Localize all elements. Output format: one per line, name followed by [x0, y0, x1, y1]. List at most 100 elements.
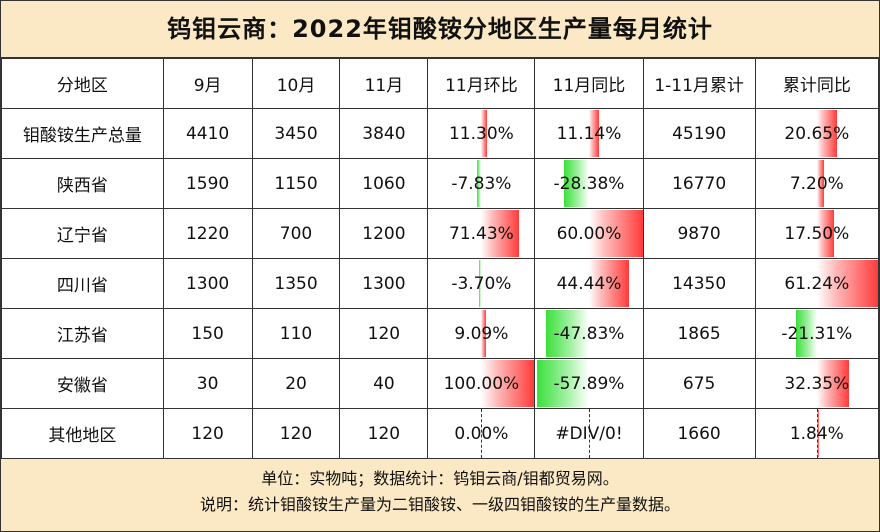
data-cell: 150	[162, 308, 253, 359]
cell-value: 1590	[185, 173, 230, 194]
data-cell: 11.30%	[427, 108, 536, 159]
data-cell: 1.84%	[754, 408, 880, 459]
positive-data-bar	[481, 110, 488, 157]
cell-value: -21.31%	[781, 323, 853, 344]
page-title: 钨钼云商：2022年钼酸铵分地区生产量每月统计	[1, 1, 879, 58]
data-cell: 1060	[339, 158, 429, 209]
column-header: 11月环比	[427, 58, 536, 109]
cell-value: 20.65%	[784, 123, 850, 144]
cell-value: 四川省	[56, 276, 108, 296]
region-cell: 钼酸铵生产总量	[1, 108, 164, 159]
data-cell: -28.38%	[534, 158, 644, 209]
cell-value: 120	[279, 423, 313, 444]
footer-notes: 单位：实物吨；数据统计：钨钼云商/钼都贸易网。 说明：统计钼酸铵生产量为二钼酸铵…	[1, 458, 879, 531]
negative-data-bar	[546, 310, 589, 357]
data-cell: 20.65%	[754, 108, 880, 159]
data-cell: 20	[251, 358, 341, 409]
data-cell: 1150	[251, 158, 341, 209]
column-header: 10月	[251, 58, 341, 109]
data-cell: 1300	[162, 258, 253, 309]
data-cell: 700	[251, 208, 341, 259]
negative-data-bar	[479, 260, 482, 307]
cell-value: 钼酸铵生产总量	[22, 126, 142, 146]
cell-value: 32.35%	[784, 373, 850, 394]
cell-value: 1060	[362, 173, 406, 194]
negative-data-bar	[795, 310, 817, 357]
cell-value: 11.14%	[556, 123, 622, 144]
data-cell: 1660	[642, 408, 756, 459]
data-table: 分地区 9月 10月 11月 11月环比 11月同比 1-11月累计 累计同比钼酸铵生产总量 4…	[1, 58, 880, 459]
table-row: 四川省 1300 1350 1300 -3.70% 44.44% 14350 61.24%	[1, 258, 880, 309]
data-cell: 0.00%	[427, 408, 536, 459]
region-cell: 其他地区	[1, 408, 164, 459]
data-cell: 1300	[339, 258, 429, 309]
cell-value: #DIV/0!	[555, 423, 623, 444]
table-row: 钼酸铵生产总量 4410 3450 3840 11.30% 11.14% 45190 20.6…	[1, 108, 880, 159]
data-cell: 1200	[339, 208, 429, 259]
data-cell: 71.43%	[427, 208, 536, 259]
cell-value: 1220	[185, 223, 230, 244]
cell-value: 11.30%	[448, 123, 514, 144]
cell-value: 150	[191, 323, 224, 344]
data-cell: 120	[251, 408, 341, 459]
data-cell: 17.50%	[754, 208, 880, 259]
cell-value: 60.00%	[556, 223, 622, 244]
data-cell: 1220	[162, 208, 253, 259]
cell-value: 71.43%	[448, 223, 514, 244]
data-cell: -3.70%	[427, 258, 536, 309]
data-cell: 44.44%	[534, 258, 644, 309]
region-cell: 四川省	[1, 258, 164, 309]
data-cell: 110	[251, 308, 341, 359]
cell-value: 陕西省	[56, 176, 108, 196]
positive-data-bar	[816, 210, 835, 257]
table-row: 陕西省 1590 1150 1060 -7.83% -28.38% 16770 7.20%	[1, 158, 880, 209]
cell-value: 0.00%	[454, 423, 509, 444]
data-cell: -57.89%	[534, 358, 644, 409]
data-cell: 4410	[162, 108, 253, 159]
column-header: 11月	[339, 58, 429, 109]
cell-value: 4410	[185, 123, 230, 144]
header-row: 分地区 9月 10月 11月 11月环比 11月同比 1-11月累计 累计同比	[1, 58, 880, 109]
column-header: 9月	[162, 58, 253, 109]
data-cell: 675	[642, 358, 756, 409]
data-cell: 120	[339, 408, 429, 459]
table-row: 辽宁省 1220 700 1200 71.43% 60.00% 9870 17.50%	[1, 208, 880, 259]
data-cell: 11.14%	[534, 108, 644, 159]
column-header: 11月同比	[534, 58, 644, 109]
cell-value: 20	[285, 373, 307, 394]
cell-value: 1865	[677, 323, 721, 344]
cell-value: 44.44%	[556, 273, 622, 294]
negative-data-bar	[477, 160, 482, 207]
cell-value: -7.83%	[451, 173, 512, 194]
data-cell: 32.35%	[754, 358, 880, 409]
footer-description-note: 说明：统计钼酸铵生产量为二钼酸铵、一级四钼酸铵的生产量数据。	[199, 495, 680, 514]
data-cell: -21.31%	[754, 308, 880, 359]
data-cell: -47.83%	[534, 308, 644, 359]
cell-value: 1660	[677, 423, 721, 444]
negative-data-bar	[563, 160, 589, 207]
cell-value: 3450	[274, 123, 318, 144]
cell-value: 1.84%	[789, 423, 844, 444]
data-cell: 60.00%	[534, 208, 644, 259]
region-cell: 陕西省	[1, 158, 164, 209]
cell-value: 江苏省	[56, 326, 108, 346]
data-cell: 3840	[339, 108, 429, 159]
cell-value: 16770	[672, 173, 727, 194]
table-row: 其他地区 120 120 120 0.00% #DIV/0! 1660 1.84%	[1, 408, 880, 459]
data-cell: -7.83%	[427, 158, 536, 209]
positive-data-bar	[481, 310, 487, 357]
cell-value: 17.50%	[784, 223, 850, 244]
cell-value: -47.83%	[553, 323, 625, 344]
cell-value: 40	[373, 373, 395, 394]
cell-value: 1300	[362, 273, 406, 294]
positive-data-bar	[588, 260, 629, 307]
data-cell: #DIV/0!	[534, 408, 644, 459]
table-row: 江苏省 150 110 120 9.09% -47.83% 1865 -21.31%	[1, 308, 880, 359]
negative-data-bar	[537, 360, 589, 407]
bar-axis-line	[481, 409, 483, 458]
cell-value: 辽宁省	[56, 226, 108, 246]
data-cell: 14350	[642, 258, 756, 309]
cell-value: -3.70%	[451, 273, 512, 294]
cell-value: 1300	[185, 273, 230, 294]
positive-data-bar	[816, 260, 878, 307]
